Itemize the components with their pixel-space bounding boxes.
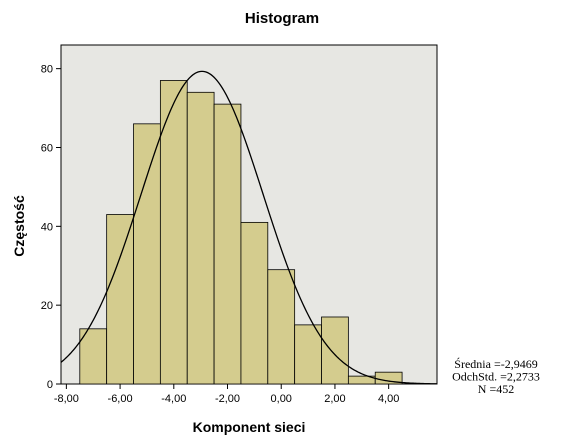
x-tick-label: 2,00 [324, 393, 345, 405]
stats-line-1: Średnia =-2,9469 [454, 357, 537, 371]
histogram-bar-1 [79, 328, 108, 385]
x-axis-label: Komponent sieci [193, 419, 306, 435]
histogram-bar-10 [321, 316, 349, 385]
histogram-bar-5 [186, 91, 215, 385]
x-tick-label: -8,00 [54, 393, 79, 405]
x-tick-label: -6,00 [108, 393, 133, 405]
x-tick-label: 0,00 [271, 393, 292, 405]
x-tick-label: 4,00 [378, 393, 399, 405]
stats-line-3: N =452 [478, 382, 514, 396]
histogram-bar-7 [240, 221, 269, 385]
histogram-bar-4 [159, 80, 188, 385]
histogram-bar-8 [267, 269, 296, 385]
y-tick-label: 80 [41, 64, 53, 76]
histogram-bar-6 [213, 103, 242, 385]
y-axis-label: Częstość [11, 195, 27, 257]
x-tick-label: -4,00 [161, 393, 186, 405]
chart-title: Histogram [245, 10, 319, 27]
y-tick-label: 20 [41, 300, 53, 312]
y-tick-label: 0 [47, 379, 53, 391]
histogram-bar-2 [106, 214, 134, 385]
histogram-bar-9 [294, 324, 322, 385]
normal-curve [60, 70, 438, 385]
y-tick-label: 60 [41, 142, 53, 154]
stats-line-2: OdchStd. =2,2733 [452, 370, 540, 384]
x-tick-label: -2,00 [215, 393, 240, 405]
histogram-bar-3 [133, 123, 161, 385]
y-tick-label: 40 [41, 221, 53, 233]
